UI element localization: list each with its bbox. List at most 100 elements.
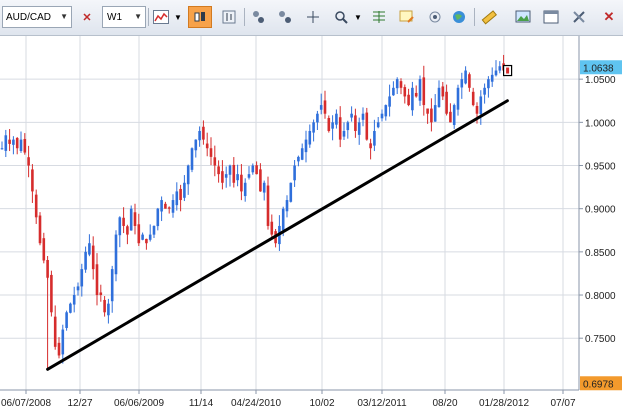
candle-body — [84, 251, 87, 270]
candlestick-icon — [194, 12, 205, 22]
indicator-remove-button[interactable]: ✕ — [76, 6, 98, 28]
candle-body — [217, 166, 220, 175]
candle-body — [346, 122, 350, 131]
price-axis: 1.0500 1.0000 0.9500 0.9000 0.8500 0.8000 0.75… — [579, 75, 616, 345]
candle-body — [95, 264, 99, 296]
current-price-label: 1.0638 — [583, 63, 614, 74]
timeframe-select[interactable]: W1 ▼ — [102, 6, 146, 28]
candle-body — [202, 126, 205, 140]
candle-body — [342, 130, 346, 137]
close-icon: ✕ — [603, 9, 615, 24]
price-badges: 1.0638 0.6978 — [580, 60, 622, 391]
candle-body — [23, 138, 27, 153]
candle-body — [114, 234, 118, 275]
candle-body — [422, 77, 426, 106]
candle-body — [240, 174, 243, 192]
print-button[interactable] — [540, 6, 562, 28]
candle-body — [50, 274, 53, 313]
chart-canvas[interactable]: 1.0500 1.0000 0.9500 0.9000 0.8500 0.8000 0.75… — [0, 36, 623, 412]
chart-type-dropdown[interactable]: ▼ — [172, 6, 184, 28]
candle-body — [270, 221, 274, 235]
chart-settings-button[interactable] — [512, 6, 534, 28]
candle-body — [380, 113, 384, 119]
events-button[interactable] — [424, 6, 446, 28]
price-chart[interactable]: 1.0500 1.0000 0.9500 0.9000 0.8500 0.8000 0.75… — [0, 36, 623, 412]
price-tick-label: 1.0500 — [585, 75, 616, 86]
line-chart-icon — [153, 10, 169, 24]
ruler-button[interactable] — [478, 6, 500, 28]
candle-body — [376, 122, 380, 128]
close-chart-button[interactable]: ✕ — [598, 6, 620, 28]
globe-button[interactable] — [448, 6, 470, 28]
symbol-select[interactable]: AUD/CAD ▼ — [2, 6, 72, 28]
time-tick-label: 03/12/2011 — [357, 398, 407, 409]
bars-button[interactable] — [218, 6, 240, 28]
time-tick-label: 06/07/2008 — [1, 398, 51, 409]
compare-button[interactable] — [274, 6, 296, 28]
candle-body — [183, 182, 186, 198]
candle-body — [110, 269, 114, 302]
magnifier-icon — [335, 11, 348, 24]
candle-body — [236, 174, 239, 181]
price-tick-label: 0.7500 — [585, 334, 616, 345]
candle-body — [285, 200, 289, 212]
candle-body — [61, 329, 65, 355]
candle-body — [8, 139, 11, 144]
price-tick-label: 0.8500 — [585, 248, 616, 259]
candle-body — [42, 238, 46, 261]
candle-body — [103, 299, 106, 313]
time-tick-label: 10/02 — [309, 398, 334, 409]
annotation-button[interactable] — [396, 6, 418, 28]
candle-body — [209, 148, 213, 157]
candle-body — [300, 148, 304, 160]
candle-body — [126, 226, 129, 235]
indicators-button[interactable] — [248, 6, 270, 28]
candle-body — [137, 224, 141, 244]
candle-body — [247, 174, 251, 178]
candle-body — [479, 96, 483, 115]
candle-body — [205, 143, 209, 149]
candle-body — [373, 130, 376, 146]
candle-body — [194, 139, 198, 151]
candle-body — [262, 182, 266, 193]
trendline[interactable] — [46, 99, 509, 371]
chart-toolbar: AUD/CAD ▼ ✕ W1 ▼ ▼ — [0, 0, 623, 36]
chevron-down-icon: ▼ — [174, 12, 182, 22]
chart-type-button[interactable] — [150, 6, 172, 28]
candle-body — [213, 157, 217, 166]
candle-body — [171, 200, 175, 213]
candle-body — [107, 303, 110, 316]
candle-body — [160, 200, 163, 212]
price-tick-label: 1.0000 — [585, 118, 616, 129]
toolbar-separator — [474, 8, 475, 26]
zoom-dropdown[interactable]: ▼ — [352, 6, 364, 28]
candle-body — [99, 292, 103, 296]
time-tick-label: 04/24/2010 — [231, 398, 281, 409]
candle-body — [338, 117, 342, 140]
candle-body — [156, 208, 160, 227]
note-icon — [399, 10, 414, 23]
crosshair-button[interactable] — [302, 6, 324, 28]
candle-body — [38, 215, 42, 244]
tools-button[interactable] — [568, 6, 590, 28]
candle-body — [350, 113, 353, 118]
candle-body — [232, 164, 236, 183]
candle-body — [456, 87, 460, 110]
zoom-button[interactable] — [330, 6, 352, 28]
candle-body — [4, 135, 8, 151]
candle-body — [293, 165, 296, 181]
candle-body — [228, 165, 232, 175]
candle-body — [259, 169, 262, 192]
candle-body — [308, 130, 312, 145]
candle-body — [361, 113, 365, 120]
candle-body — [31, 169, 34, 192]
candle-body — [46, 260, 49, 278]
candle-body — [323, 100, 327, 114]
timeframe-value: W1 — [107, 11, 122, 23]
fibonacci-button[interactable] — [368, 6, 390, 28]
satellite-icon — [429, 11, 441, 23]
tools-icon — [573, 11, 585, 23]
candles-button[interactable] — [188, 6, 212, 28]
candle-body — [57, 342, 61, 356]
candle-body — [464, 70, 467, 84]
